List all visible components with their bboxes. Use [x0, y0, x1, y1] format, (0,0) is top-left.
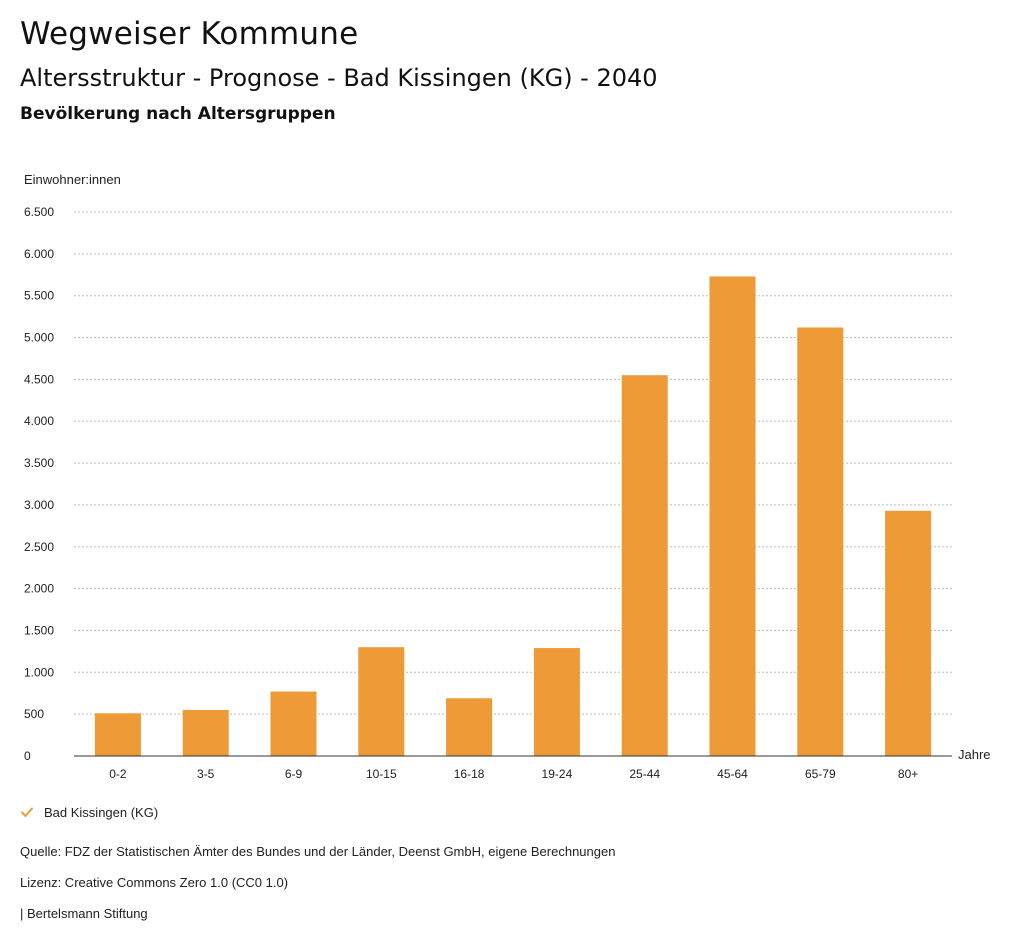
bar-65-79[interactable] — [797, 327, 844, 756]
y-tick-label: 4.500 — [24, 372, 54, 386]
bar-19-24[interactable] — [533, 648, 580, 756]
y-tick-label: 2.500 — [24, 540, 54, 554]
bar-80+[interactable] — [885, 510, 932, 756]
y-tick-label: 6.500 — [24, 205, 54, 219]
x-tick-label: 25-44 — [629, 767, 660, 781]
x-tick-label: 0-2 — [109, 767, 127, 781]
license-text: Lizenz: Creative Commons Zero 1.0 (CC0 1… — [20, 875, 289, 890]
y-tick-label: 6.000 — [24, 247, 54, 261]
source-text: Quelle: FDZ der Statistischen Ämter des … — [20, 844, 616, 859]
bar-0-2[interactable] — [94, 713, 141, 756]
y-axis-label: Einwohner:innen — [24, 172, 121, 187]
y-tick-label: 1.500 — [24, 623, 54, 637]
x-axis-ticks: 0-2 3-5 6-9 10-15 16-18 19-24 25-44 45-64 65-79 8… — [109, 767, 918, 781]
page-title: Wegweiser Kommune — [20, 16, 359, 52]
x-tick-label: 65-79 — [805, 767, 836, 781]
bar-25-44[interactable] — [621, 375, 668, 756]
bar-16-18[interactable] — [446, 698, 493, 756]
y-tick-label: 3.500 — [24, 456, 54, 470]
check-icon — [21, 807, 33, 817]
y-tick-label: 3.000 — [24, 498, 54, 512]
bar-10-15[interactable] — [358, 647, 405, 756]
y-tick-label: 0 — [24, 749, 31, 763]
x-tick-label: 6-9 — [285, 767, 303, 781]
bar-6-9[interactable] — [270, 691, 317, 756]
y-tick-label: 5.500 — [24, 289, 54, 303]
chart-heading: Bevölkerung nach Altersgruppen — [20, 104, 336, 124]
y-tick-label: 5.000 — [24, 331, 54, 345]
x-tick-label: 3-5 — [197, 767, 215, 781]
x-axis-label: Jahre — [958, 747, 991, 762]
x-tick-label: 10-15 — [366, 767, 397, 781]
legend[interactable]: Bad Kissingen (KG) — [20, 802, 158, 822]
page-subtitle: Altersstruktur - Prognose - Bad Kissinge… — [20, 64, 658, 92]
x-tick-label: 16-18 — [454, 767, 485, 781]
y-tick-label: 1.000 — [24, 665, 54, 679]
legend-label: Bad Kissingen (KG) — [44, 804, 159, 820]
x-tick-label: 19-24 — [542, 767, 573, 781]
x-tick-label: 45-64 — [717, 767, 748, 781]
x-tick-label: 80+ — [898, 767, 918, 781]
bar-3-5[interactable] — [182, 709, 229, 756]
y-tick-label: 2.000 — [24, 582, 54, 596]
publisher-text: | Bertelsmann Stiftung — [20, 906, 148, 921]
y-axis-ticks: 0 500 1.000 1.500 2.000 2.500 3.000 3.500 4.000 4… — [24, 205, 54, 763]
y-tick-label: 500 — [24, 707, 44, 721]
bar-chart: Einwohner:innen 0 500 1.000 1.500 2.000 2.500… — [24, 172, 991, 781]
bar-45-64[interactable] — [709, 276, 756, 756]
bars — [94, 276, 932, 756]
y-tick-label: 4.000 — [24, 414, 54, 428]
